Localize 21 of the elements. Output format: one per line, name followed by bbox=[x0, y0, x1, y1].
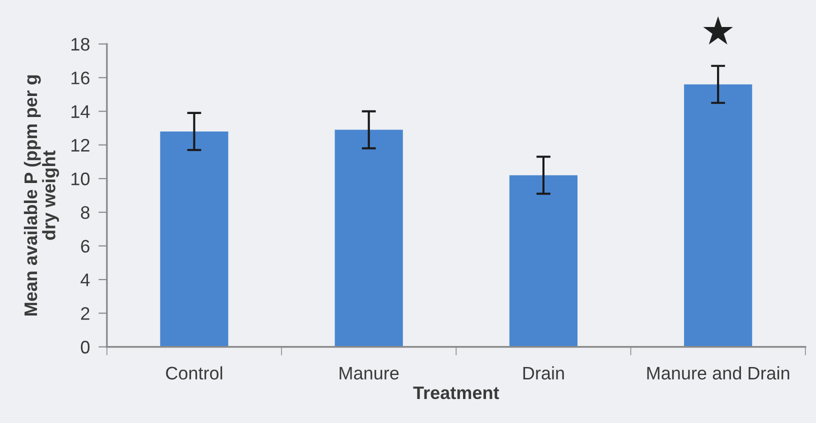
y-tick-label: 4 bbox=[80, 274, 90, 286]
annotation: ★ bbox=[703, 16, 733, 45]
y-tick-label: 0 bbox=[80, 340, 90, 354]
y-tick-label: 18 bbox=[72, 38, 90, 51]
y-axis-title: Mean available P (ppm per g dry weight bbox=[24, 75, 60, 316]
y-tick-label: 14 bbox=[72, 105, 90, 118]
x-axis-title: Treatment bbox=[413, 386, 500, 400]
x-tick-label: Manure and Drain bbox=[647, 366, 790, 380]
bar bbox=[334, 130, 403, 347]
y-tick-label: 16 bbox=[72, 72, 90, 84]
x-tick-label: Drain bbox=[523, 366, 564, 380]
y-tick-label: 6 bbox=[81, 240, 90, 253]
bar bbox=[509, 175, 578, 347]
x-tick-label: Manure bbox=[340, 366, 399, 380]
y-tick-label: 2 bbox=[81, 307, 90, 320]
y-tick-label: 10 bbox=[72, 172, 90, 186]
bar bbox=[160, 131, 228, 347]
bar bbox=[684, 84, 752, 347]
x-tick-label: Control bbox=[166, 366, 222, 380]
y-tick-label: 12 bbox=[72, 138, 90, 152]
y-tick-label: 8 bbox=[80, 206, 90, 219]
